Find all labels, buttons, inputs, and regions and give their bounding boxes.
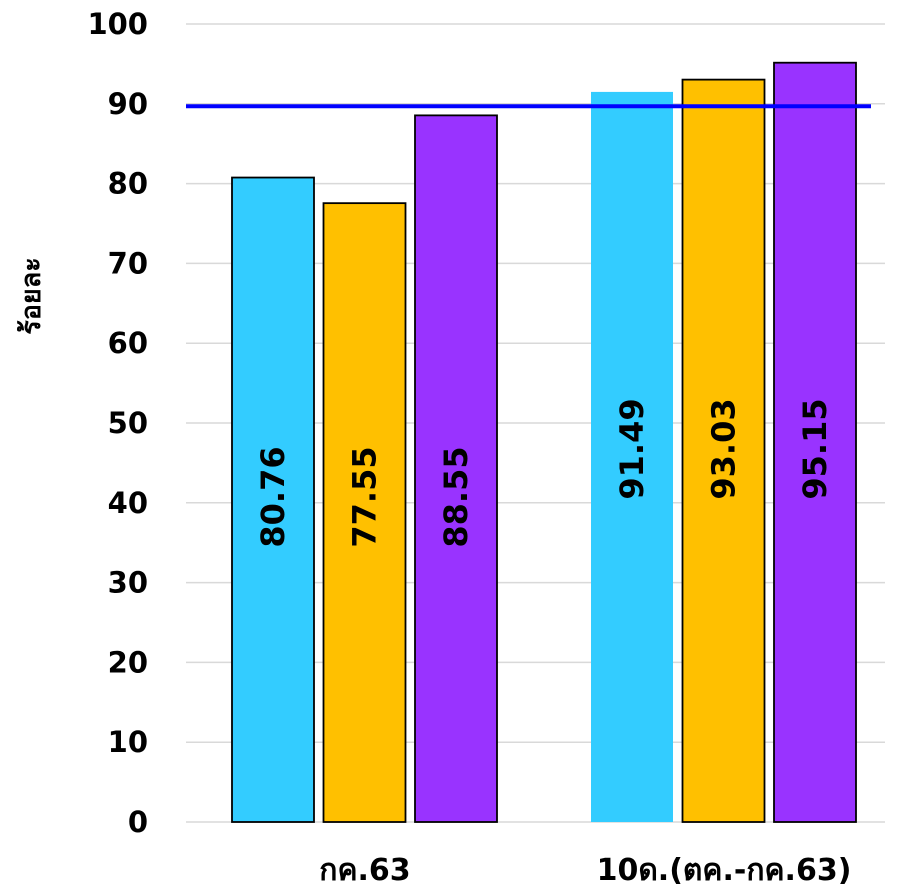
y-tick-label: 30 <box>108 566 148 600</box>
y-tick-label: 20 <box>108 645 148 679</box>
y-tick-label: 10 <box>108 725 148 759</box>
x-axis-categories: กค.63 10ด.(ตค.-กค.63) <box>319 853 851 888</box>
bar <box>591 91 673 823</box>
y-tick-label: 100 <box>87 7 148 41</box>
y-tick-label: 70 <box>108 246 148 280</box>
bar <box>231 176 315 823</box>
data-label: 77.55 <box>346 446 384 547</box>
bar <box>322 202 407 823</box>
x-category-label: 10ด.(ตค.-กค.63) <box>597 853 852 888</box>
data-label: 88.55 <box>437 446 475 547</box>
bar <box>414 114 498 823</box>
bar <box>681 78 766 823</box>
data-label: 80.76 <box>254 446 292 547</box>
x-category-label: กค.63 <box>319 853 410 888</box>
y-axis-ticks: 0 10 20 30 40 50 60 70 80 90 100 <box>87 7 148 839</box>
y-tick-label: 50 <box>108 406 148 440</box>
data-label: 91.49 <box>613 398 651 499</box>
y-tick-label: 40 <box>108 486 148 520</box>
bars: 80.76 91.49 77.55 93.03 88.55 95.15 <box>231 61 857 823</box>
y-tick-label: 0 <box>128 805 148 839</box>
bar <box>773 61 857 823</box>
y-axis-label: ร้อยละ <box>16 257 47 335</box>
y-tick-label: 90 <box>108 87 148 121</box>
y-tick-label: 60 <box>108 326 148 360</box>
data-label: 93.03 <box>705 398 743 499</box>
y-tick-label: 80 <box>108 167 148 201</box>
data-label: 95.15 <box>796 398 834 499</box>
